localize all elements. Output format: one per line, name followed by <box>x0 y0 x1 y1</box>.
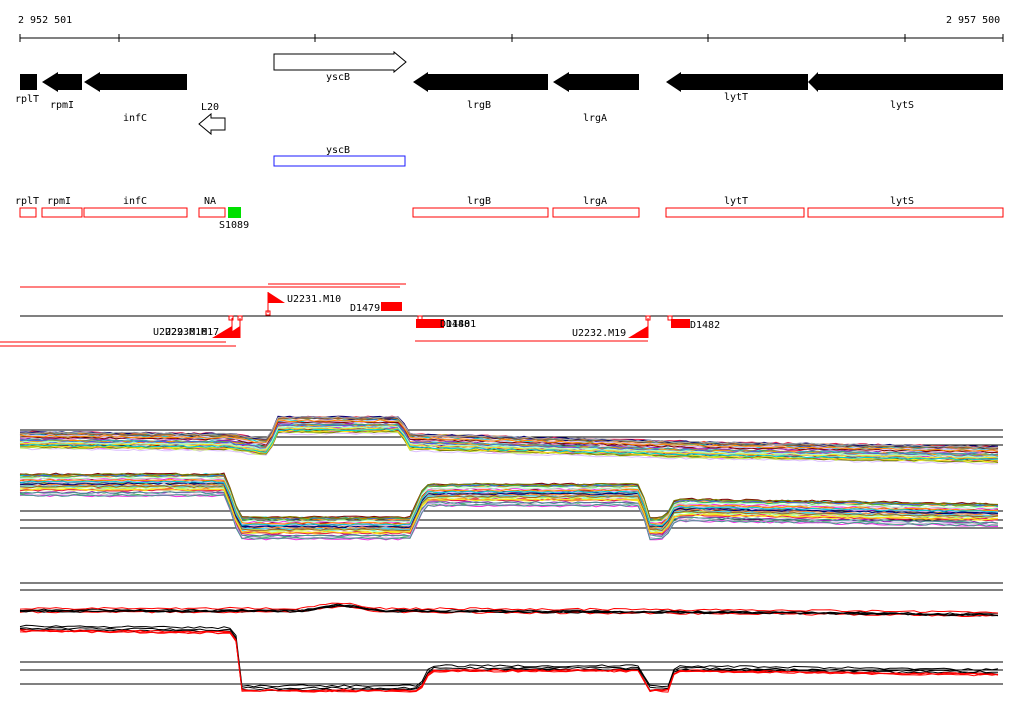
gene-label: lrgB <box>467 100 491 111</box>
red-box-label: rplT <box>15 196 39 207</box>
gene-label: infC <box>123 113 147 124</box>
expression-profiles-upper <box>19 415 1003 541</box>
expression-line <box>19 473 999 519</box>
terminator-d1481[interactable] <box>416 319 444 328</box>
red-box-track: rplT rpmI infC NA S1089 lrgB lrgA lytT l… <box>15 196 1004 231</box>
terminator-label: D1481 <box>446 319 476 330</box>
terminator-d1482[interactable] <box>671 319 690 328</box>
red-box-infC[interactable] <box>83 207 188 218</box>
promoter-u2231-m10[interactable] <box>265 292 285 316</box>
end-coordinate-label: 2 957 500 <box>946 15 1000 26</box>
gene-label: rplT <box>15 94 39 105</box>
expression-line <box>19 488 999 535</box>
promoter-label: U2232.M19 <box>572 328 626 339</box>
blue-feature-yscB[interactable] <box>273 155 406 167</box>
terminator-label: D1480 <box>440 319 470 330</box>
expression-line <box>19 419 999 452</box>
terminator-label: D1482 <box>690 320 720 331</box>
expression-line <box>19 491 999 538</box>
expression-line <box>19 483 999 530</box>
expression-summary <box>19 582 1003 693</box>
expression-line <box>19 603 999 617</box>
gene-label: yscB <box>326 72 350 83</box>
gene-label: lytS <box>890 100 914 111</box>
terminator-d1480[interactable] <box>417 315 423 321</box>
strand-minus-profiles <box>19 472 999 541</box>
red-box-label: lytT <box>724 196 748 207</box>
summary-minus-profiles <box>19 624 999 693</box>
expression-line <box>19 488 999 534</box>
expression-line <box>19 424 999 458</box>
expression-line <box>19 425 999 458</box>
expression-line <box>19 428 999 461</box>
gene-lrgB[interactable] <box>413 72 548 92</box>
promoter-label: U2231.M10 <box>287 294 341 305</box>
red-box-label: lytS <box>890 196 914 207</box>
terminator-label: D1479 <box>350 303 380 314</box>
red-box-label: lrgB <box>467 196 491 207</box>
red-box-lytS[interactable] <box>807 207 1004 218</box>
terminator-d1479[interactable] <box>381 302 402 311</box>
expression-line <box>19 480 999 527</box>
expression-line <box>19 629 999 693</box>
red-box-label: infC <box>123 196 147 207</box>
blue-feature-label: yscB <box>326 145 350 156</box>
gene-lytS[interactable] <box>808 72 1003 92</box>
green-marker[interactable] <box>228 207 241 218</box>
expression-line <box>19 420 999 454</box>
expression-line <box>19 629 999 693</box>
promoter-label: U2230.M17 <box>165 327 219 338</box>
coordinate-ruler: 2 952 501 2 957 500 <box>18 15 1004 42</box>
expression-line <box>19 627 999 690</box>
strand-plus-profiles <box>19 415 999 465</box>
gene-label: rpmI <box>50 100 74 111</box>
red-box-lrgB[interactable] <box>412 207 549 218</box>
expression-line <box>19 602 999 614</box>
gene-lytT[interactable] <box>666 72 808 92</box>
red-box-rplT[interactable] <box>19 207 37 218</box>
promoter-left[interactable] <box>212 315 243 338</box>
terminator-d1482-anchor <box>667 315 673 321</box>
red-box-rpmI[interactable] <box>41 207 83 218</box>
expression-line <box>19 628 999 692</box>
expression-line <box>19 482 998 529</box>
gene-lrgA[interactable] <box>553 72 639 92</box>
gene-label: lrgA <box>583 113 607 124</box>
expression-line <box>19 493 999 540</box>
expression-line <box>19 629 999 692</box>
gene-rpmI[interactable] <box>42 72 82 92</box>
expression-line <box>19 429 999 463</box>
gene-label: L20 <box>201 102 219 113</box>
transcript-track: U2231.M10 D1479 U2229.M16 U2230.M17 D148… <box>0 283 1003 347</box>
marker-label: S1089 <box>219 220 249 231</box>
red-box-label: lrgA <box>583 196 607 207</box>
expression-line <box>19 485 999 532</box>
promoter-label: U2229.M16 <box>153 327 207 338</box>
promoter-u2232-m19[interactable] <box>628 315 651 338</box>
blue-feature-track: yscB <box>273 145 406 167</box>
gene-yscB[interactable] <box>273 50 407 74</box>
expression-line <box>19 415 999 449</box>
summary-plus-profiles <box>19 602 999 617</box>
gene-infC[interactable] <box>84 72 187 92</box>
red-box-label: rpmI <box>47 196 71 207</box>
red-box-NA[interactable] <box>198 207 226 218</box>
expression-line <box>19 476 999 523</box>
red-box-lytT[interactable] <box>665 207 805 218</box>
start-coordinate-label: 2 952 501 <box>18 15 72 26</box>
gene-label: lytT <box>724 92 748 103</box>
expression-line <box>19 416 999 450</box>
gene-rplT[interactable] <box>20 74 37 90</box>
red-box-lrgA[interactable] <box>552 207 640 218</box>
gene-L20[interactable] <box>198 112 226 136</box>
red-box-label: NA <box>204 196 216 207</box>
expression-line <box>19 624 999 688</box>
gene-track: rplT rpmI infC yscB L20 lrgB lrgA lytT l… <box>15 50 1003 136</box>
